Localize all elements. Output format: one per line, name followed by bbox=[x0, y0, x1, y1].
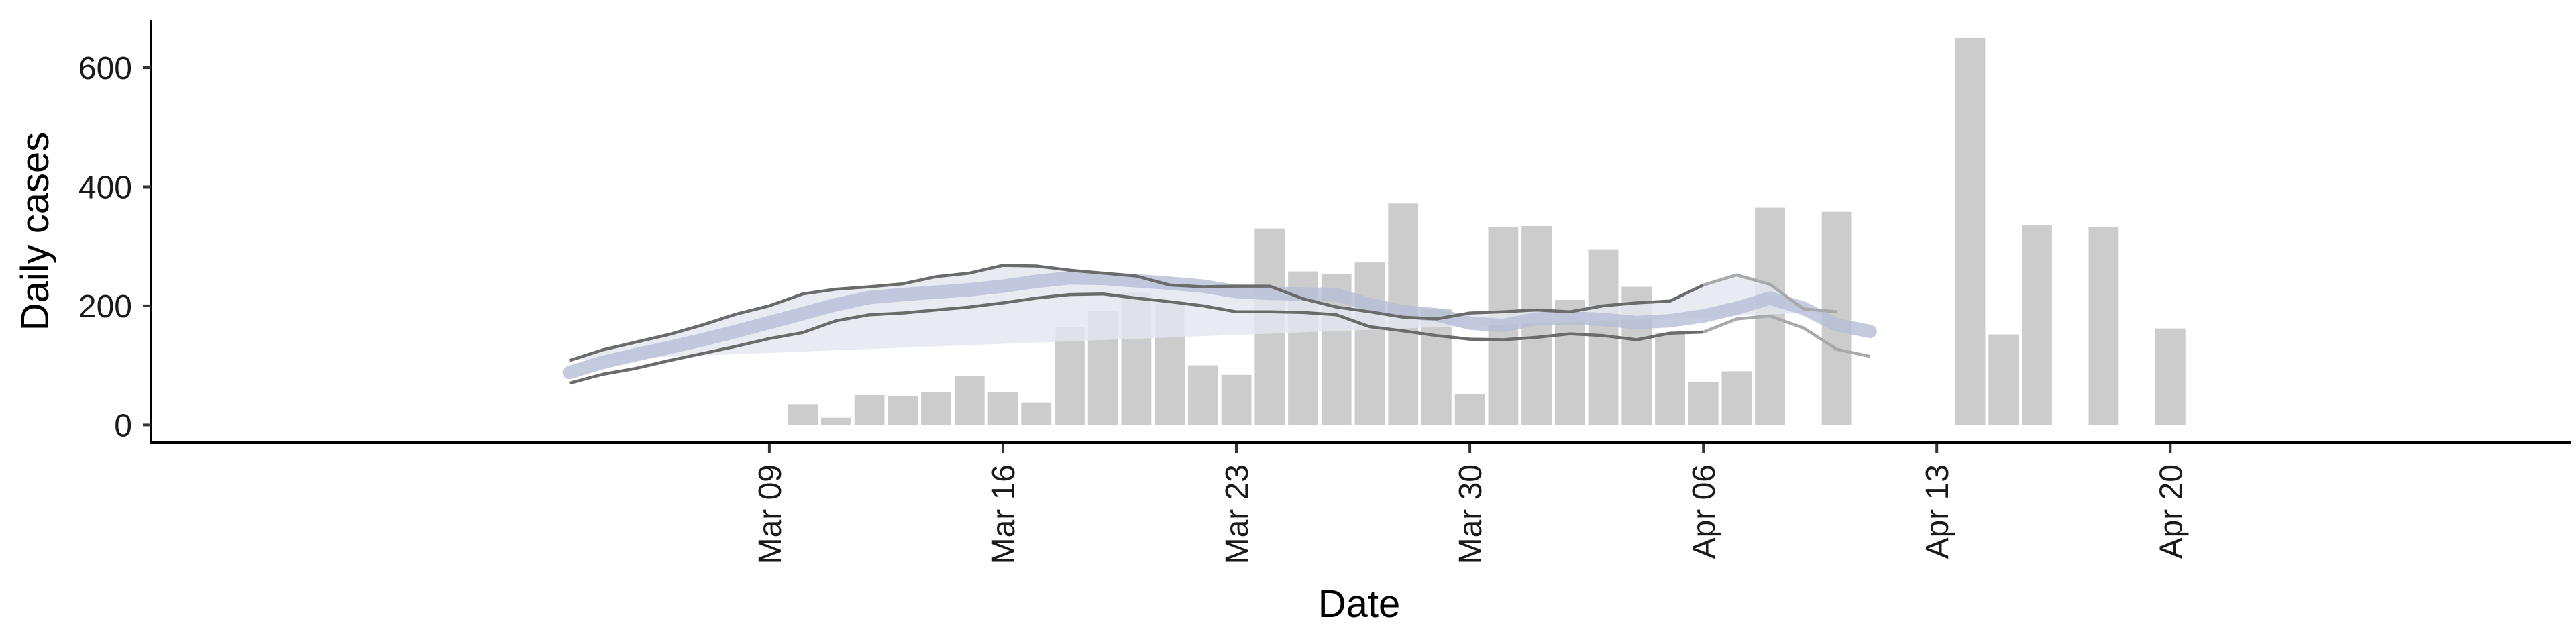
bar bbox=[1721, 371, 1752, 425]
bar bbox=[1988, 334, 2019, 425]
confidence-band bbox=[569, 265, 1837, 361]
bar bbox=[1688, 382, 1719, 425]
bar bbox=[2088, 227, 2119, 425]
bar bbox=[1055, 327, 1085, 425]
bar bbox=[1354, 262, 1385, 425]
x-tick-label: Apr 06 bbox=[1686, 464, 1722, 559]
x-tick-label: Apr 20 bbox=[2153, 464, 2189, 559]
bar bbox=[1655, 332, 1685, 425]
bar bbox=[888, 396, 918, 425]
bar bbox=[954, 376, 985, 425]
bar bbox=[1454, 394, 1485, 425]
bar bbox=[2022, 225, 2052, 425]
bar bbox=[2155, 328, 2186, 425]
bar bbox=[854, 395, 885, 425]
bar bbox=[821, 417, 851, 425]
x-tick-label: Mar 23 bbox=[1220, 464, 1255, 564]
y-tick-label: 600 bbox=[78, 51, 132, 87]
x-tick-label: Mar 30 bbox=[1453, 464, 1489, 564]
estimate-layer bbox=[562, 264, 1877, 385]
median-estimate-line bbox=[562, 271, 1877, 380]
bar bbox=[1955, 38, 1986, 425]
upper-bound-line bbox=[568, 264, 1705, 362]
x-tick-label: Mar 09 bbox=[753, 464, 788, 564]
axes-layer bbox=[150, 20, 2571, 444]
y-tick-label: 200 bbox=[78, 289, 132, 325]
bar bbox=[987, 392, 1018, 425]
x-tick-label: Mar 16 bbox=[986, 464, 1022, 564]
bars-layer bbox=[788, 38, 2186, 425]
x-axis-title: Date bbox=[1318, 582, 1401, 626]
bar bbox=[788, 404, 818, 425]
bar bbox=[1021, 402, 1052, 425]
x-tick-label: Apr 13 bbox=[1920, 464, 1955, 559]
bar bbox=[1187, 365, 1218, 425]
bar bbox=[1221, 374, 1252, 425]
lower-bound-line bbox=[569, 292, 1704, 385]
lower-bound-line-recent bbox=[1703, 314, 1871, 358]
ticks-layer: 0 200 400 600 Mar 09 Mar 16 Mar 23 Mar 30 Apr 06… bbox=[78, 51, 2189, 564]
y-tick-label: 0 bbox=[114, 408, 132, 443]
y-tick-label: 400 bbox=[78, 170, 132, 206]
upper-bound-line-recent bbox=[1703, 273, 1837, 314]
bar bbox=[1421, 309, 1452, 425]
bar bbox=[921, 392, 951, 425]
y-axis-title: Daily cases bbox=[13, 132, 57, 331]
